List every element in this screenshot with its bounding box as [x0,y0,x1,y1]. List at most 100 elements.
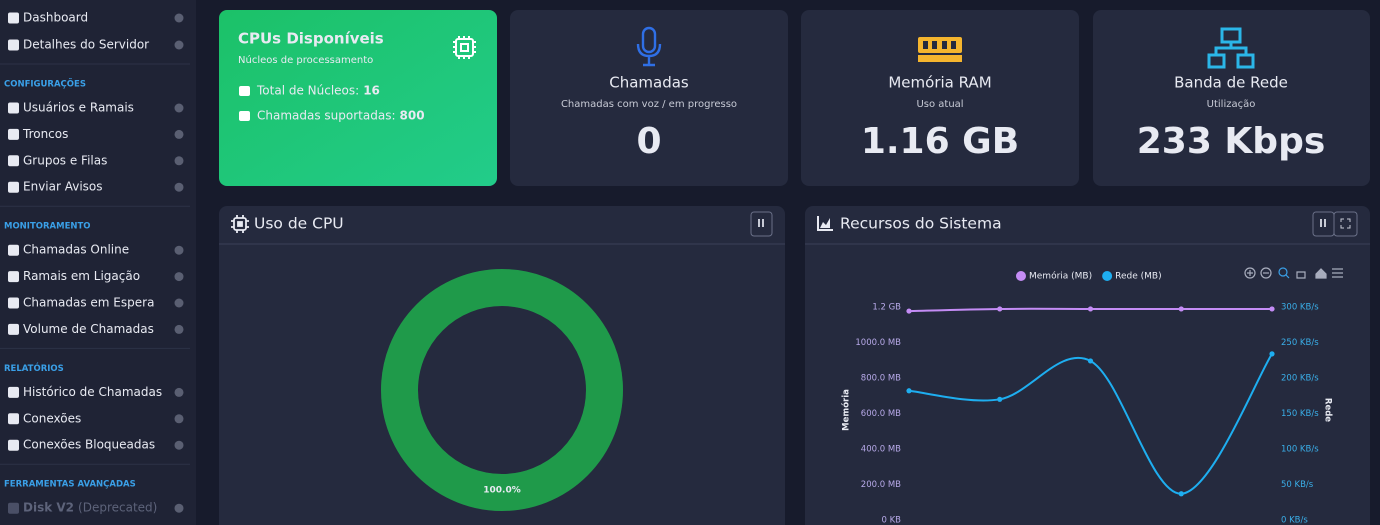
row-value: 800 [400,109,425,123]
legend-marker[interactable] [1102,271,1113,281]
chip-icon [453,36,476,59]
data-point [1178,491,1184,497]
y-tick-label: 400.0 MB [861,445,901,455]
card-subtitle: Utilização [1207,99,1256,110]
y2-tick-label: 250 KB/s [1281,338,1319,348]
nav-item[interactable]: Volume de Chamadas [23,322,154,336]
nav-badge [174,129,184,139]
nav-icon [8,271,19,283]
nav-item[interactable]: Histórico de Chamadas [23,385,162,399]
nav-item[interactable]: Grupos e Filas [23,153,107,167]
nav-heading: RELATÓRIOS [4,362,64,374]
nav-heading: CONFIGURAÇÕES [4,78,86,90]
y-tick-label: 1000.0 MB [855,338,901,348]
card-value: 233 Kbps [1137,121,1326,162]
cpu-panel [219,206,785,525]
data-point [906,308,912,314]
data-point [1269,351,1275,357]
row-value: 16 [363,84,380,98]
nav-item[interactable]: Usuários e Ramais [23,101,134,115]
nav-icon [8,413,19,425]
nav-item[interactable]: Conexões [23,411,81,425]
row-icon [239,86,250,96]
nav-icon [8,128,19,140]
nav-badge [174,103,184,113]
nav-badge [174,13,184,23]
nav-icon [8,323,19,335]
nav-badge [174,182,184,192]
resources-panel [805,206,1370,525]
donut-segment [381,269,623,511]
nav-badge [174,272,184,282]
y2-tick-label: 300 KB/s [1281,303,1319,313]
sidebar [0,0,196,525]
card-subtitle: Uso atual [916,99,963,110]
nav-badge [174,245,184,255]
nav-badge [174,40,184,50]
nav-badge [174,440,184,450]
y2-tick-label: 200 KB/s [1281,374,1319,384]
series-line [908,353,1273,495]
card-subtitle: Chamadas com voz / em progresso [561,99,737,110]
y2-tick-label: 0 KB/s [1281,516,1308,525]
nav-item[interactable]: Dashboard [23,11,88,25]
nav-badge [174,387,184,397]
nav-badge [174,414,184,424]
nav-icon [8,244,19,256]
y-tick-label: 1.2 GB [872,303,901,313]
network-card [1093,10,1370,186]
card-title: Memória RAM [888,74,991,92]
nav-item[interactable]: Ramais em Ligação [23,269,140,283]
y-tick-label: 200.0 MB [861,480,901,490]
memory-card [801,10,1079,186]
nav-icon [8,102,19,114]
chart-toolbar[interactable] [1244,267,1343,279]
nav-icon [8,39,19,51]
panel-title: Uso de CPU [254,215,344,233]
nav-icon [8,386,19,398]
nav-heading: FERRAMENTAS AVANÇADAS [4,480,136,490]
row-icon [239,111,250,121]
nav-badge [174,324,184,334]
row-label: Chamadas suportadas: [257,109,396,123]
data-point [1087,306,1094,312]
legend-label[interactable]: Memória (MB) [1029,271,1092,282]
legend-marker[interactable] [1016,271,1026,281]
nav-icon [8,502,19,514]
cpu-card [219,10,497,186]
y2-axis-title: Rede [1323,398,1333,422]
nav-item[interactable]: Detalhes do Servidor [23,38,149,52]
nav-icon [8,439,19,451]
nav-note: (Deprecated) [78,501,157,515]
nav-item[interactable]: Chamadas Online [23,243,129,257]
card-subtitle: Núcleos de processamento [238,54,373,66]
panel-title: Recursos do Sistema [840,215,1002,233]
nav-item[interactable]: Disk V2 [23,501,74,515]
nav-item[interactable]: Troncos [22,127,68,141]
nav-icon [8,12,19,24]
data-point [1269,306,1275,312]
data-point [906,388,912,394]
nav-item[interactable]: Chamadas em Espera [23,296,154,310]
microphone-icon [636,26,662,67]
card-title: Banda de Rede [1174,74,1288,92]
donut-label: 100.0% [483,486,521,496]
card-value: 0 [636,121,661,162]
data-point [1178,306,1184,312]
nav-icon [8,181,19,193]
nav-badge [174,503,184,513]
legend-label[interactable]: Rede (MB) [1115,272,1161,282]
nav-item[interactable]: Enviar Avisos [23,180,103,194]
row-label: Total de Núcleos: [256,84,359,98]
y-axis-title: Memória [841,389,852,431]
chart-icon [817,216,833,231]
card-title: Chamadas [609,74,689,92]
data-point [997,396,1003,402]
pause-button[interactable] [750,211,773,237]
nav-item[interactable]: Conexões Bloqueadas [23,438,155,452]
data-point [997,306,1003,312]
card-value: 1.16 GB [861,121,1019,162]
cpu-icon [231,215,249,233]
fullscreen-button[interactable] [1333,211,1358,237]
